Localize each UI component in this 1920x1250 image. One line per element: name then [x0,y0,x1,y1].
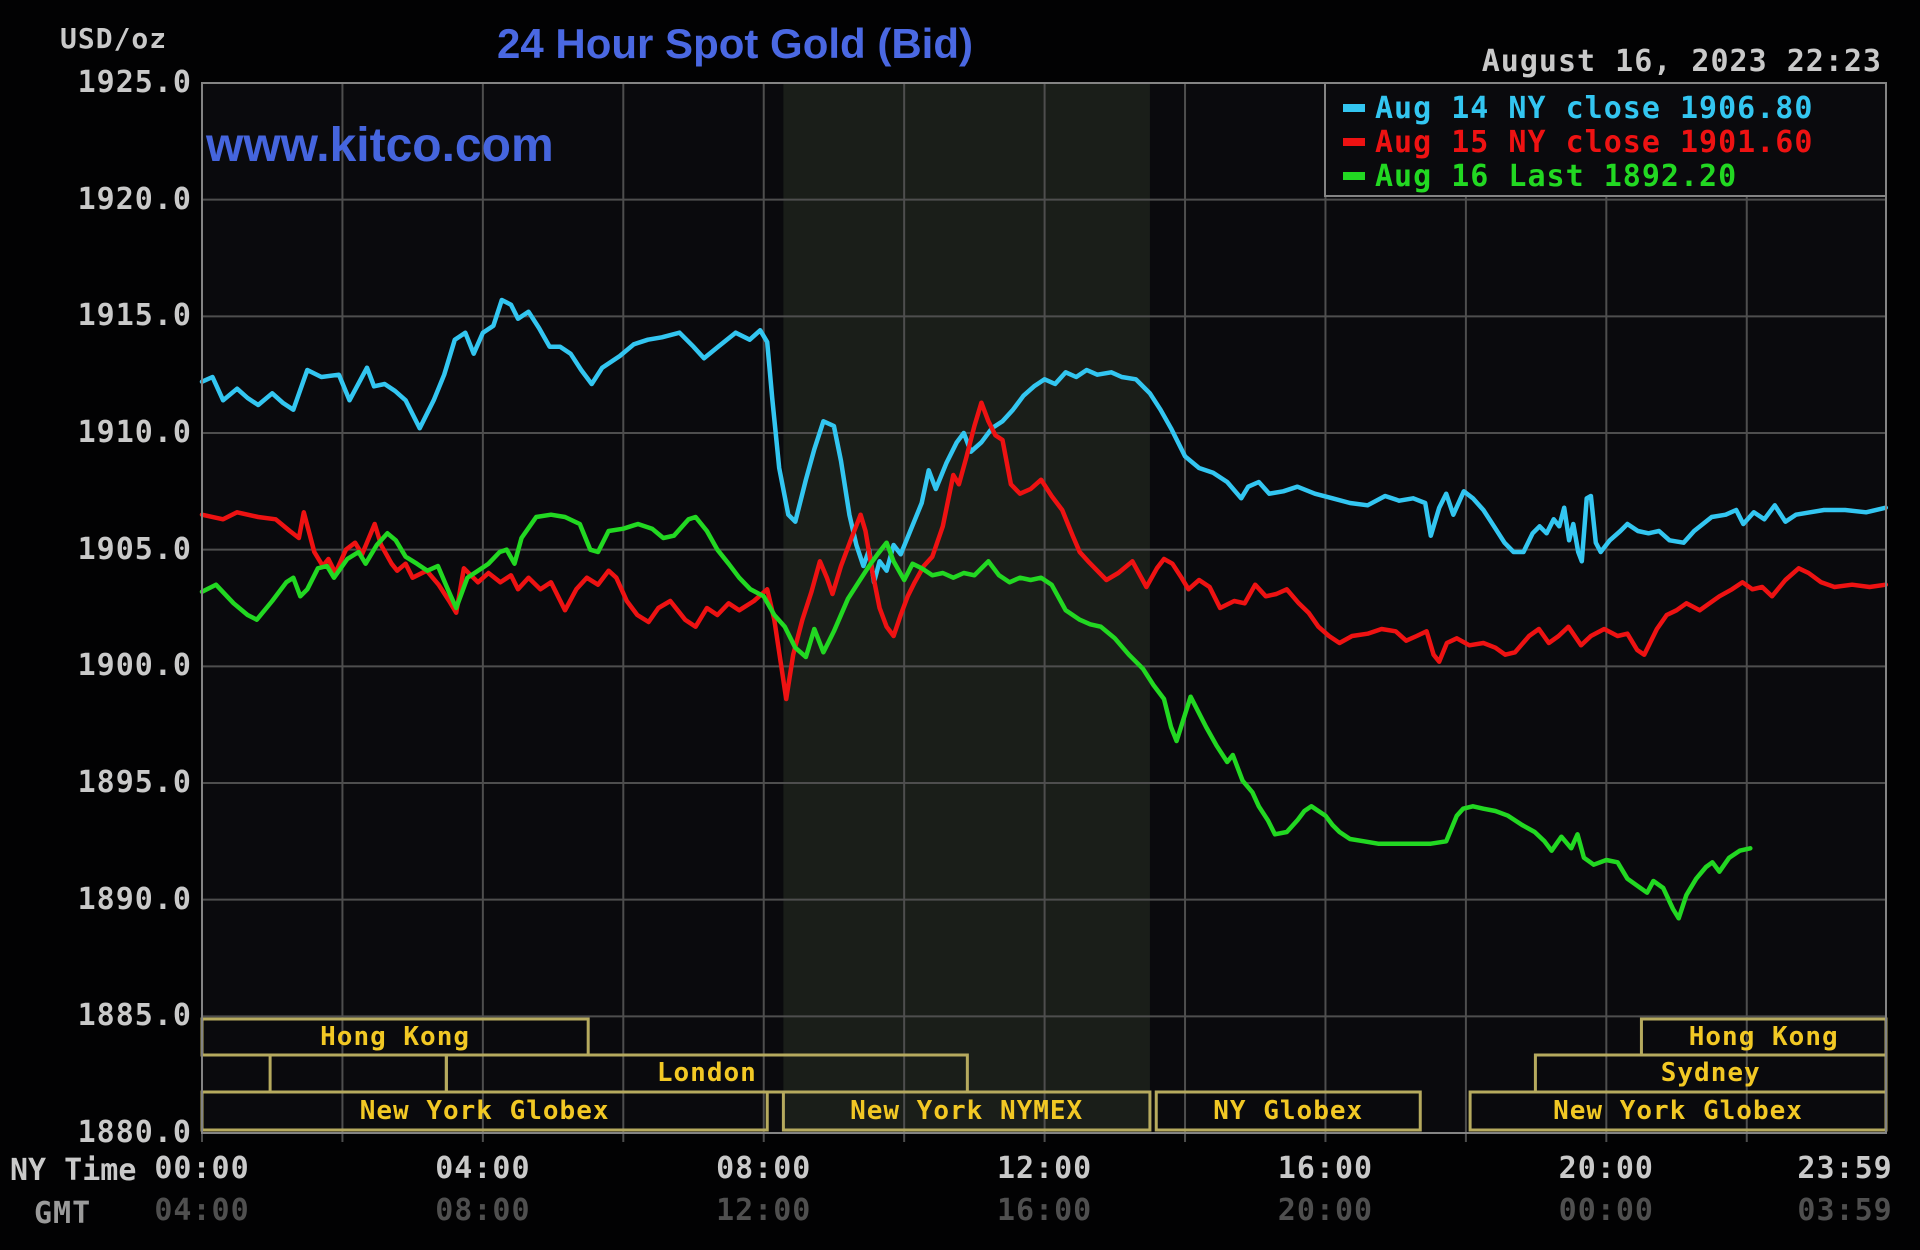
session-label-london: London [656,1058,757,1088]
y-tick-label: 1905.0 [77,531,192,567]
chart-title: 24 Hour Spot Gold (Bid) [497,20,973,67]
ny-time-tick: 20:00 [1558,1151,1654,1186]
gmt-time-tick: 16:00 [996,1193,1093,1228]
gmt-time-tick: 04:00 [154,1193,250,1228]
legend-label: Aug 14 NY close 1906.80 [1375,90,1814,126]
ny-time-tick: 00:00 [154,1151,250,1186]
session-label-new-york-nymex: New York NYMEX [850,1096,1084,1126]
datetime-label: August 16, 2023 22:23 [1481,44,1882,79]
session-label-ny-globex: NY Globex [1213,1096,1364,1126]
legend: Aug 14 NY close 1906.80 Aug 15 NY close 1… [1343,90,1884,194]
legend-item: Aug 16 Last 1892.20 [1343,158,1884,194]
ny-time-tick: 12:00 [996,1151,1093,1186]
gmt-time-tick: 12:00 [716,1193,812,1228]
ny-time-tick: 04:00 [435,1151,531,1186]
gmt-axis-label: GMT [34,1196,92,1231]
session-label-hong-kong: Hong Kong [1688,1022,1839,1052]
price-line-aug-16 [199,512,1753,921]
session-label-hong-kong: Hong Kong [320,1022,471,1052]
gmt-time-tick: 20:00 [1277,1193,1374,1228]
legend-label: Aug 16 Last 1892.20 [1375,158,1738,194]
ny-time-axis-label: NY Time [10,1153,137,1188]
gmt-time-tick: 08:00 [435,1193,531,1228]
ny-time-tick: 08:00 [716,1151,812,1186]
session-label-new-york-globex: New York Globex [359,1096,610,1126]
legend-swatch [1343,172,1365,180]
gmt-time-tick: 00:00 [1558,1193,1654,1228]
y-tick-label: 1910.0 [77,415,192,450]
y-tick-label: 1925.0 [77,65,192,100]
y-tick-label: 1920.0 [77,181,192,217]
legend-item: Aug 15 NY close 1901.60 [1343,124,1884,160]
y-tick-label: 1890.0 [77,881,192,917]
legend-item: Aug 14 NY close 1906.80 [1343,90,1884,126]
session-label-new-york-globex: New York Globex [1553,1096,1803,1126]
y-tick-label: 1885.0 [77,998,192,1034]
gmt-time-tick: 03:59 [1797,1193,1893,1228]
y-tick-label: 1895.0 [77,765,192,800]
kitco-watermark-link[interactable]: www.kitco.com [206,119,554,172]
y-tick-label: 1900.0 [77,648,192,684]
y-tick-label: 1915.0 [77,298,192,334]
ny-time-tick: 23:59 [1797,1151,1893,1186]
price-line-aug-14 [199,297,1889,585]
y-tick-label: 1880.0 [77,1115,192,1150]
session-box [1154,1090,1422,1132]
ny-time-tick: 16:00 [1277,1151,1374,1186]
session-box [781,1090,1152,1132]
legend-label: Aug 15 NY close 1901.60 [1375,124,1814,160]
legend-box [1324,82,1887,197]
legend-swatch [1343,104,1365,112]
plot-border [201,82,1887,1134]
legend-swatch [1343,138,1365,146]
nymex-session-band [783,83,1150,1133]
session-label-sydney: Sydney [1660,1058,1761,1088]
price-line-aug-15 [199,400,1889,702]
y-axis-unit-label: USD/oz [60,22,168,55]
